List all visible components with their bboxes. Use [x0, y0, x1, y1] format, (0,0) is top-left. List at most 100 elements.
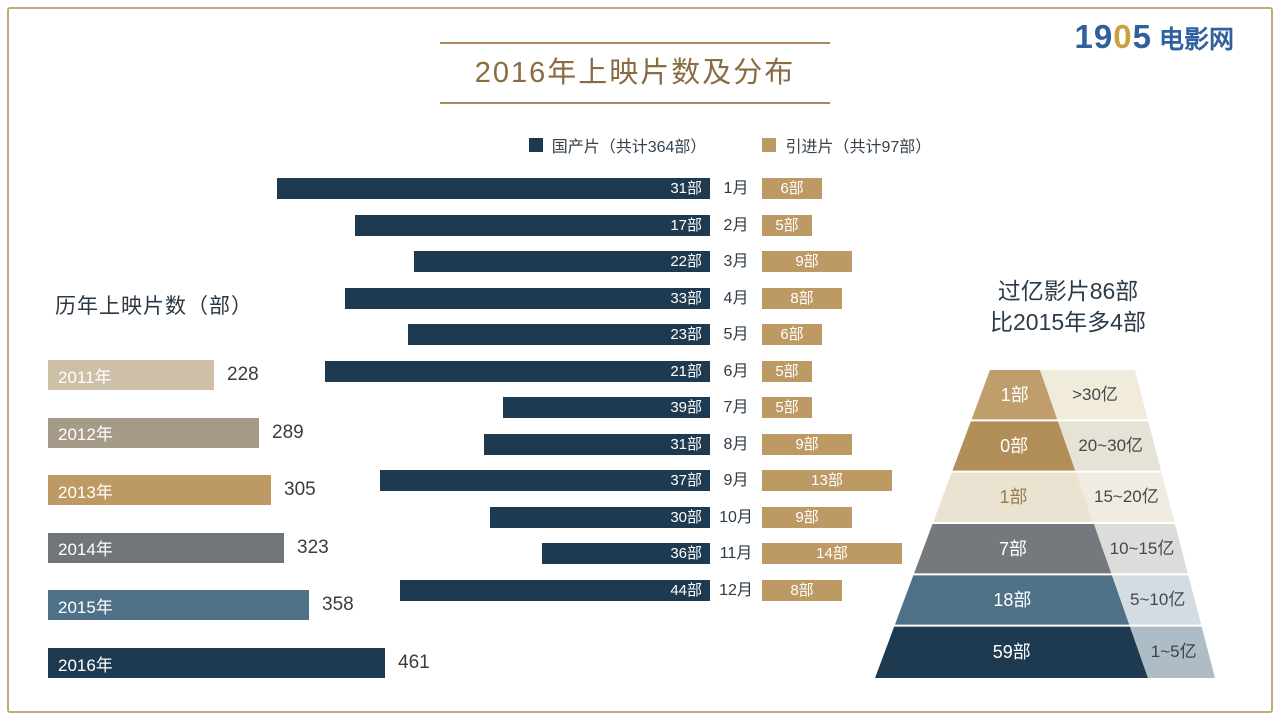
pyramid-front-segment	[894, 575, 1130, 625]
pyramid-title: 过亿影片86部 比2015年多4部	[940, 276, 1196, 338]
pyramid-front-segment	[875, 626, 1148, 678]
pyramid-side-segment	[1094, 524, 1188, 574]
month-label: 8月	[723, 435, 749, 453]
year-bar: 2014年	[48, 532, 284, 563]
domestic-bar-value: 33部	[670, 289, 702, 307]
monthly-row: 33部 4月 8部	[0, 280, 1280, 317]
domestic-bar: 31部	[277, 178, 710, 199]
imported-bar: 5部	[762, 360, 812, 382]
page-title-block: 2016年上映片数及分布	[440, 42, 830, 104]
yearly-row: 2016年 461	[48, 648, 430, 678]
monthly-row: 37部 9月 13部	[0, 462, 1280, 499]
imported-bar: 9部	[762, 433, 852, 455]
domestic-bar: 23部	[408, 324, 710, 345]
pyramid-side-segment	[1076, 472, 1175, 522]
month-label: 7月	[723, 399, 749, 416]
monthly-row: 31部 8月 9部	[0, 426, 1280, 463]
year-bar-value: 323	[297, 536, 329, 558]
yearly-row: 2014年 323	[48, 532, 329, 563]
month-label: 5月	[723, 326, 749, 343]
domestic-bar-value: 23部	[670, 326, 702, 343]
imported-bar: 6部	[762, 324, 822, 345]
year-bar-value: 228	[227, 364, 259, 385]
month-label: 12月	[719, 581, 753, 599]
pyramid-count-label: 0部	[1000, 436, 1029, 456]
year-bar-label: 2012年	[58, 425, 113, 445]
domestic-bar: 37部	[380, 470, 710, 491]
domestic-swatch-icon	[528, 138, 543, 152]
domestic-bar: 44部	[400, 579, 710, 601]
domestic-bar-value: 37部	[670, 472, 702, 489]
domestic-bar: 36部	[542, 543, 710, 564]
imported-bar: 9部	[762, 251, 852, 272]
chart-legend: 国产片（共计364部） 引进片（共计97部）	[180, 133, 1280, 157]
imported-bar: 8部	[762, 579, 842, 601]
pyramid-range-label: 15~20亿	[1093, 487, 1159, 507]
domestic-bar-value: 22部	[670, 253, 702, 270]
monthly-row: 44部 12月 8部	[0, 572, 1280, 609]
imported-bar-value: 9部	[795, 508, 819, 526]
month-label: 9月	[723, 472, 749, 489]
year-bar: 2012年	[48, 417, 259, 448]
imported-bar: 5部	[762, 214, 812, 236]
imported-bar: 13部	[762, 470, 892, 491]
pyramid-range-label: 20~30亿	[1078, 436, 1144, 455]
month-label: 6月	[723, 362, 749, 380]
logo-19: 19	[1074, 18, 1114, 55]
imported-bar: 6部	[762, 178, 822, 199]
pyramid-side-segment	[1040, 370, 1148, 420]
monthly-row: 17部 2月 5部	[0, 207, 1280, 244]
year-bar-value: 461	[398, 652, 430, 673]
pyramid-front-segment	[933, 472, 1094, 522]
year-bar-label: 2014年	[58, 540, 113, 560]
year-bar: 2011年	[48, 360, 214, 390]
logo-0: 0	[1113, 18, 1133, 55]
year-bar: 2013年	[48, 475, 271, 506]
yearly-row: 2013年 305	[48, 475, 316, 506]
domestic-bar-value: 17部	[670, 216, 702, 234]
imported-bar-value: 8部	[790, 289, 814, 307]
pyramid-count-label: 1部	[999, 487, 1028, 508]
imported-bar-value: 5部	[775, 362, 799, 380]
domestic-bar: 33部	[345, 287, 710, 309]
pyramid-count-label: 1部	[1000, 384, 1029, 405]
yearly-bar-chart: 2011年 228 2012年 289 2013年 305 2014年 323 2015年 358…	[48, 360, 648, 680]
imported-bar: 9部	[762, 506, 852, 528]
domestic-bar: 39部	[503, 397, 710, 418]
month-label: 3月	[723, 253, 749, 270]
month-label: 10月	[719, 508, 753, 526]
domestic-bar-value: 36部	[670, 545, 702, 562]
imported-bar-value: 5部	[775, 399, 799, 416]
month-label: 4月	[723, 289, 749, 307]
imported-bar-value: 5部	[775, 216, 799, 234]
pyramid-range-label: 10~15亿	[1109, 538, 1175, 558]
yearly-row: 2012年 289	[48, 417, 304, 448]
year-bar-value: 289	[272, 421, 304, 443]
pyramid-range-label: >30亿	[1072, 384, 1118, 404]
year-bar-value: 305	[284, 479, 316, 501]
domestic-bar-value: 44部	[670, 581, 702, 599]
month-label: 1月	[723, 180, 749, 197]
domestic-bar: 21部	[325, 360, 710, 382]
logo-1905-number: 1905	[1075, 18, 1152, 56]
monthly-row: 31部 1月 6部	[0, 170, 1280, 207]
monthly-row: 39部 7月 5部	[0, 389, 1280, 426]
pyramid-count-label: 59部	[992, 642, 1031, 663]
imported-bar-value: 9部	[795, 253, 819, 270]
imported-swatch-icon	[762, 138, 777, 152]
imported-bar-value: 6部	[780, 180, 804, 197]
imported-bar-value: 8部	[790, 581, 814, 599]
domestic-bar: 30部	[490, 506, 710, 528]
imported-bar-value: 13部	[811, 472, 843, 489]
pyramid-front-segment	[952, 421, 1076, 471]
imported-bar: 14部	[762, 543, 902, 564]
logo-1905: 1905 电影网	[1075, 18, 1234, 56]
pyramid-range-label: 1~5亿	[1150, 642, 1197, 662]
pyramid-title-line1: 过亿影片86部	[997, 278, 1139, 304]
pyramid-front-segment	[914, 524, 1112, 574]
legend-domestic-label: 国产片（共计364部）	[551, 139, 707, 156]
year-bar-label: 2013年	[58, 482, 113, 502]
imported-bar-value: 14部	[816, 545, 848, 562]
domestic-bar-value: 31部	[670, 435, 702, 453]
year-bar-label: 2011年	[58, 367, 112, 387]
